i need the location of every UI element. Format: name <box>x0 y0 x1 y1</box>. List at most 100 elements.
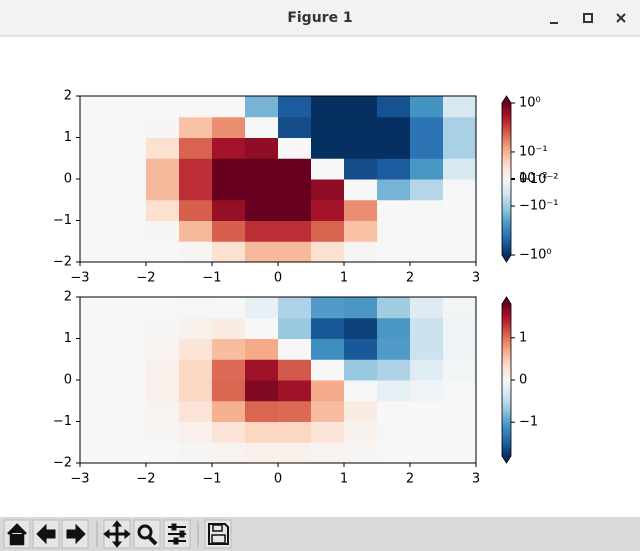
heatmap-cell <box>410 137 444 159</box>
maximize-button[interactable] <box>583 13 593 23</box>
y-tick-label: 2 <box>64 89 72 104</box>
heatmap-cell <box>80 338 114 360</box>
heatmap-cell <box>245 400 279 422</box>
heatmap-cell <box>80 220 114 242</box>
heatmap-cell <box>113 421 147 443</box>
heatmap-cell <box>212 241 246 263</box>
heatmap-cell <box>377 380 411 402</box>
colorbar-extend-min <box>502 255 511 262</box>
heatmap-cell <box>113 241 147 263</box>
heatmap-cell <box>212 297 246 319</box>
colorbar-tick-label: −10⁻² <box>519 172 559 187</box>
heatmap-cell <box>278 338 312 360</box>
heatmap-cell <box>245 137 279 159</box>
heatmap-cell <box>245 338 279 360</box>
heatmap-cell <box>245 199 279 221</box>
heatmap-cell <box>443 137 477 159</box>
save-button[interactable] <box>204 519 232 549</box>
heatmap-cell <box>245 96 279 118</box>
heatmap-cell <box>80 359 114 381</box>
heatmap-cell <box>344 158 378 180</box>
y-tick-label: 1 <box>64 130 72 145</box>
heatmap-cell <box>146 297 180 319</box>
heatmap-cell <box>377 199 411 221</box>
heatmap-cell <box>278 380 312 402</box>
heatmap-cell <box>344 137 378 159</box>
colorbar-tick-label: 0 <box>519 373 527 388</box>
heatmap-cell <box>245 317 279 339</box>
heatmap-cell <box>410 442 444 464</box>
close-button[interactable] <box>616 13 626 23</box>
heatmap-cell <box>278 116 312 138</box>
y-tick-label: −2 <box>53 456 72 471</box>
heatmap-cell <box>80 297 114 319</box>
heatmap-cell <box>113 158 147 180</box>
heatmap-cell <box>146 317 180 339</box>
heatmap-cell <box>146 421 180 443</box>
heatmap-cell <box>245 220 279 242</box>
back-button[interactable] <box>32 519 60 549</box>
zoom-button[interactable] <box>133 519 161 549</box>
heatmap-cell <box>410 116 444 138</box>
heatmap-cell <box>113 400 147 422</box>
heatmap-cell <box>311 421 345 443</box>
heatmap-cell <box>113 137 147 159</box>
heatmap-cell <box>179 116 213 138</box>
heatmap-cell <box>344 380 378 402</box>
heatmap-cell <box>80 380 114 402</box>
heatmap-cell <box>113 442 147 464</box>
heatmap-cell <box>344 442 378 464</box>
home-button[interactable] <box>3 519 31 549</box>
x-tick-label: −2 <box>136 472 155 487</box>
y-tick-label: 2 <box>64 290 72 305</box>
heatmap-cell <box>377 359 411 381</box>
heatmap-cell <box>410 96 444 118</box>
pan-button[interactable] <box>103 519 131 549</box>
heatmap-cell <box>113 96 147 118</box>
heatmap-cell <box>377 297 411 319</box>
heatmap-cell <box>113 199 147 221</box>
heatmap-cell <box>410 179 444 201</box>
heatmap-cell <box>344 241 378 263</box>
heatmap-cell <box>179 297 213 319</box>
heatmap-cell <box>146 338 180 360</box>
heatmap-cell <box>278 220 312 242</box>
heatmap-cell <box>146 116 180 138</box>
x-tick-label: 0 <box>274 472 282 487</box>
heatmap-cell <box>377 137 411 159</box>
heatmap-cell <box>212 359 246 381</box>
heatmap-cell <box>146 158 180 180</box>
heatmap-cell <box>377 338 411 360</box>
heatmap-cell <box>146 96 180 118</box>
heatmap-cell <box>410 317 444 339</box>
heatmap-cell <box>410 400 444 422</box>
heatmap-cell <box>311 297 345 319</box>
colorbar-extend-max <box>502 297 511 304</box>
colorbar-tick-label: 10⁰ <box>519 96 541 111</box>
heatmap-cell <box>377 317 411 339</box>
heatmap-cell <box>146 199 180 221</box>
heatmap-cell <box>146 241 180 263</box>
heatmap-cell <box>410 241 444 263</box>
heatmap-cell <box>212 199 246 221</box>
heatmap-cell <box>212 442 246 464</box>
heatmap-cell <box>344 116 378 138</box>
heatmap-cell <box>146 380 180 402</box>
configure-button[interactable] <box>163 519 191 549</box>
heatmap-cell <box>179 442 213 464</box>
heatmap-cell <box>311 359 345 381</box>
heatmap-cell <box>377 179 411 201</box>
heatmap-cell <box>80 137 114 159</box>
heatmap-cell <box>344 338 378 360</box>
forward-button[interactable] <box>61 519 89 549</box>
heatmap-cell <box>113 359 147 381</box>
heatmap-cell <box>146 442 180 464</box>
heatmap-cell <box>80 421 114 443</box>
colorbar-outline <box>501 296 512 464</box>
heatmap-cell <box>179 359 213 381</box>
heatmap-cell <box>212 158 246 180</box>
heatmap-cell <box>377 116 411 138</box>
heatmap-cell <box>146 220 180 242</box>
heatmap-cell <box>443 241 477 263</box>
